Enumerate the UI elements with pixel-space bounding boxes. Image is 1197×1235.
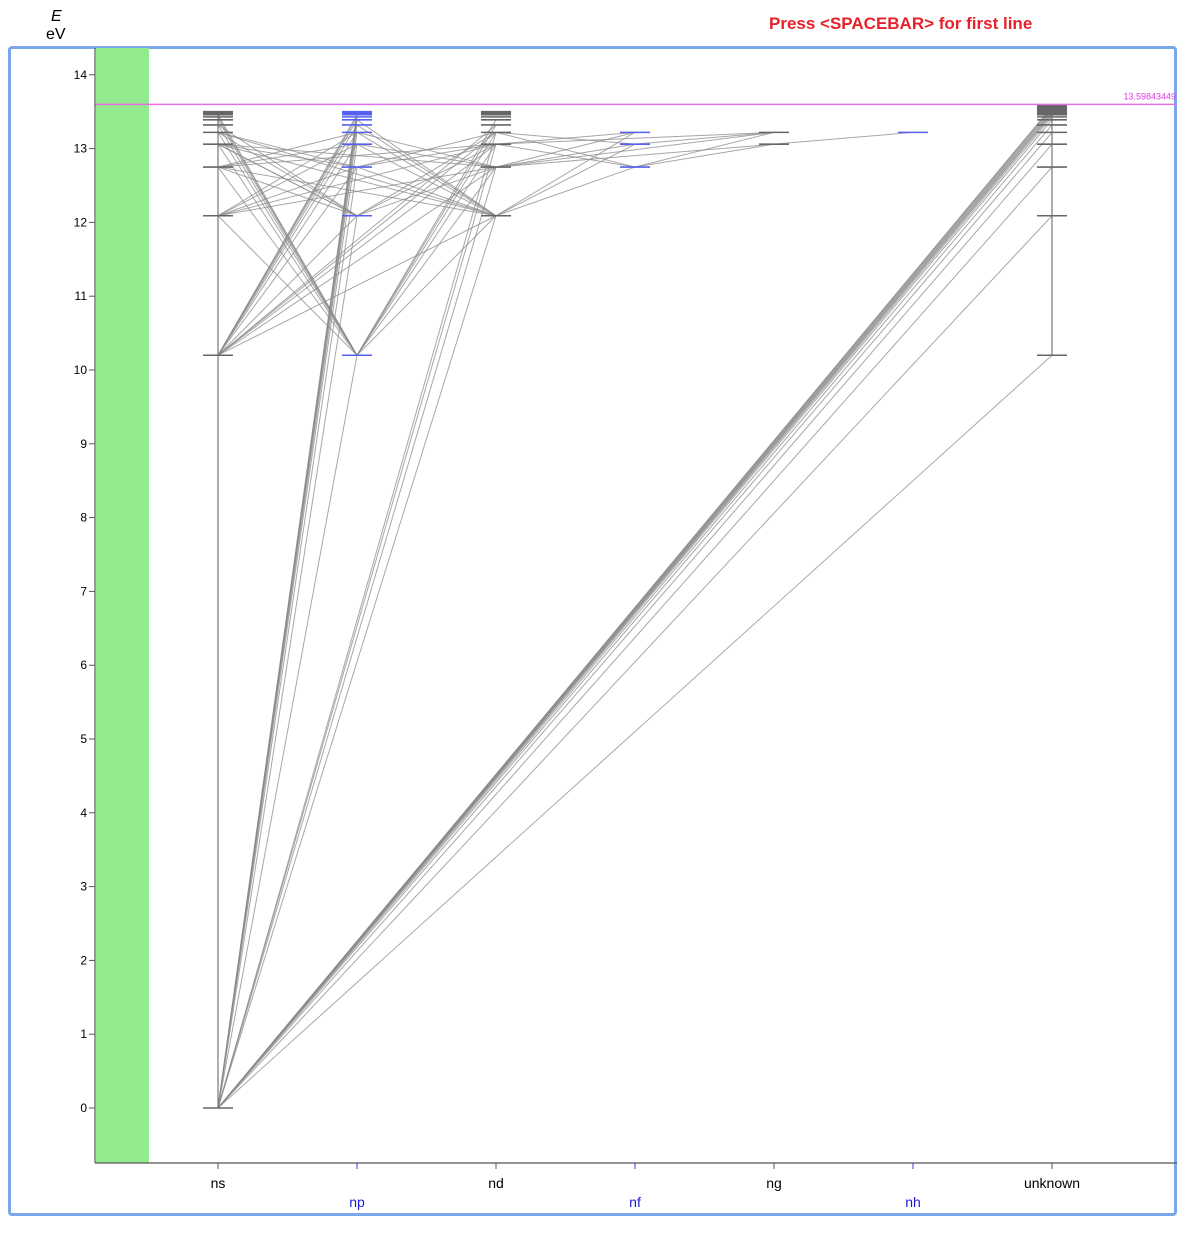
transition-line bbox=[217, 166, 358, 356]
transition-line bbox=[495, 131, 775, 145]
category-label: ng bbox=[766, 1175, 782, 1191]
transition-line bbox=[217, 215, 1053, 1109]
transition-line bbox=[217, 143, 358, 217]
transition-line bbox=[217, 354, 1053, 1109]
transition-line bbox=[217, 106, 1053, 1109]
ionization-limit-label: 13.59843449 bbox=[1123, 91, 1176, 101]
y-tick-label: 11 bbox=[75, 289, 88, 303]
transition-line bbox=[495, 131, 636, 168]
y-tick-label: 0 bbox=[80, 1101, 87, 1115]
transition-line bbox=[217, 132, 497, 1109]
transitions-layer bbox=[217, 105, 1053, 1109]
transition-line bbox=[217, 144, 497, 1109]
labels-layer: 13.5984344901234567891011121314nsnpndnfn… bbox=[74, 68, 1176, 1210]
transition-line bbox=[356, 131, 497, 168]
transition-line bbox=[217, 132, 358, 356]
category-label: nh bbox=[905, 1194, 921, 1210]
y-axis-symbol: E bbox=[51, 8, 62, 25]
category-label: nf bbox=[629, 1194, 641, 1210]
category-label: nd bbox=[488, 1175, 504, 1191]
transition-line bbox=[356, 119, 497, 217]
transition-line bbox=[495, 166, 636, 217]
y-tick-label: 4 bbox=[80, 806, 87, 820]
y-tick-label: 9 bbox=[80, 437, 87, 451]
axes-layer bbox=[89, 48, 1177, 1169]
levels-layer bbox=[95, 103, 1177, 1109]
spacebar-instruction: Press <SPACEBAR> for first line bbox=[769, 14, 1033, 33]
transition-line bbox=[217, 124, 1053, 1109]
green-sidebar-band bbox=[96, 48, 149, 1163]
y-tick-label: 10 bbox=[74, 363, 88, 377]
chart-frame bbox=[8, 46, 1177, 1216]
y-tick-label: 6 bbox=[80, 658, 87, 672]
transition-line bbox=[217, 166, 358, 217]
transition-line bbox=[217, 215, 358, 356]
transition-line bbox=[773, 131, 914, 145]
transition-line bbox=[217, 143, 358, 356]
transition-line bbox=[217, 114, 358, 356]
category-label: np bbox=[349, 1194, 365, 1210]
y-tick-label: 12 bbox=[74, 215, 88, 229]
y-tick-label: 2 bbox=[80, 953, 87, 967]
y-axis-unit: eV bbox=[46, 26, 66, 43]
transition-line bbox=[356, 143, 497, 356]
transition-line bbox=[495, 143, 636, 217]
transition-line bbox=[356, 132, 497, 356]
category-label: ns bbox=[211, 1175, 226, 1191]
transition-line bbox=[217, 166, 497, 217]
transition-line bbox=[495, 143, 636, 168]
y-tick-label: 7 bbox=[80, 584, 87, 598]
transition-line bbox=[217, 143, 358, 168]
transition-line bbox=[495, 143, 775, 168]
transition-line bbox=[356, 119, 497, 356]
transition-line bbox=[356, 166, 497, 356]
y-tick-label: 13 bbox=[74, 142, 88, 156]
y-tick-label: 8 bbox=[80, 511, 87, 525]
transition-line bbox=[217, 166, 497, 356]
transition-line bbox=[217, 143, 1053, 1109]
transition-line bbox=[634, 131, 775, 168]
transition-line bbox=[217, 143, 497, 356]
transition-line bbox=[217, 131, 497, 356]
transition-line bbox=[217, 131, 358, 217]
transition-line bbox=[217, 124, 497, 356]
y-tick-label: 1 bbox=[80, 1027, 87, 1041]
category-label: unknown bbox=[1024, 1175, 1080, 1191]
transition-line bbox=[217, 166, 1053, 1109]
transition-line bbox=[356, 131, 497, 217]
transition-line bbox=[217, 355, 358, 1109]
transition-line bbox=[356, 215, 497, 356]
transition-line bbox=[495, 131, 636, 217]
transition-line bbox=[495, 131, 775, 168]
transition-line bbox=[217, 131, 358, 168]
transition-line bbox=[217, 166, 497, 1109]
transition-line bbox=[356, 166, 497, 217]
transition-line bbox=[217, 215, 497, 356]
y-tick-label: 3 bbox=[80, 880, 87, 894]
transition-line bbox=[217, 215, 358, 1109]
transition-line bbox=[495, 131, 636, 145]
transition-line bbox=[217, 132, 1053, 1109]
y-tick-label: 14 bbox=[74, 68, 88, 82]
transition-line bbox=[217, 215, 497, 1109]
transition-line bbox=[217, 143, 497, 168]
y-tick-label: 5 bbox=[80, 732, 87, 746]
transition-line bbox=[356, 143, 497, 217]
transition-line bbox=[356, 143, 497, 168]
transition-line bbox=[634, 131, 775, 145]
transition-line bbox=[217, 143, 497, 217]
transition-line bbox=[217, 111, 358, 1109]
transition-line bbox=[217, 124, 358, 217]
transition-line bbox=[634, 143, 775, 168]
transition-line bbox=[356, 124, 497, 217]
